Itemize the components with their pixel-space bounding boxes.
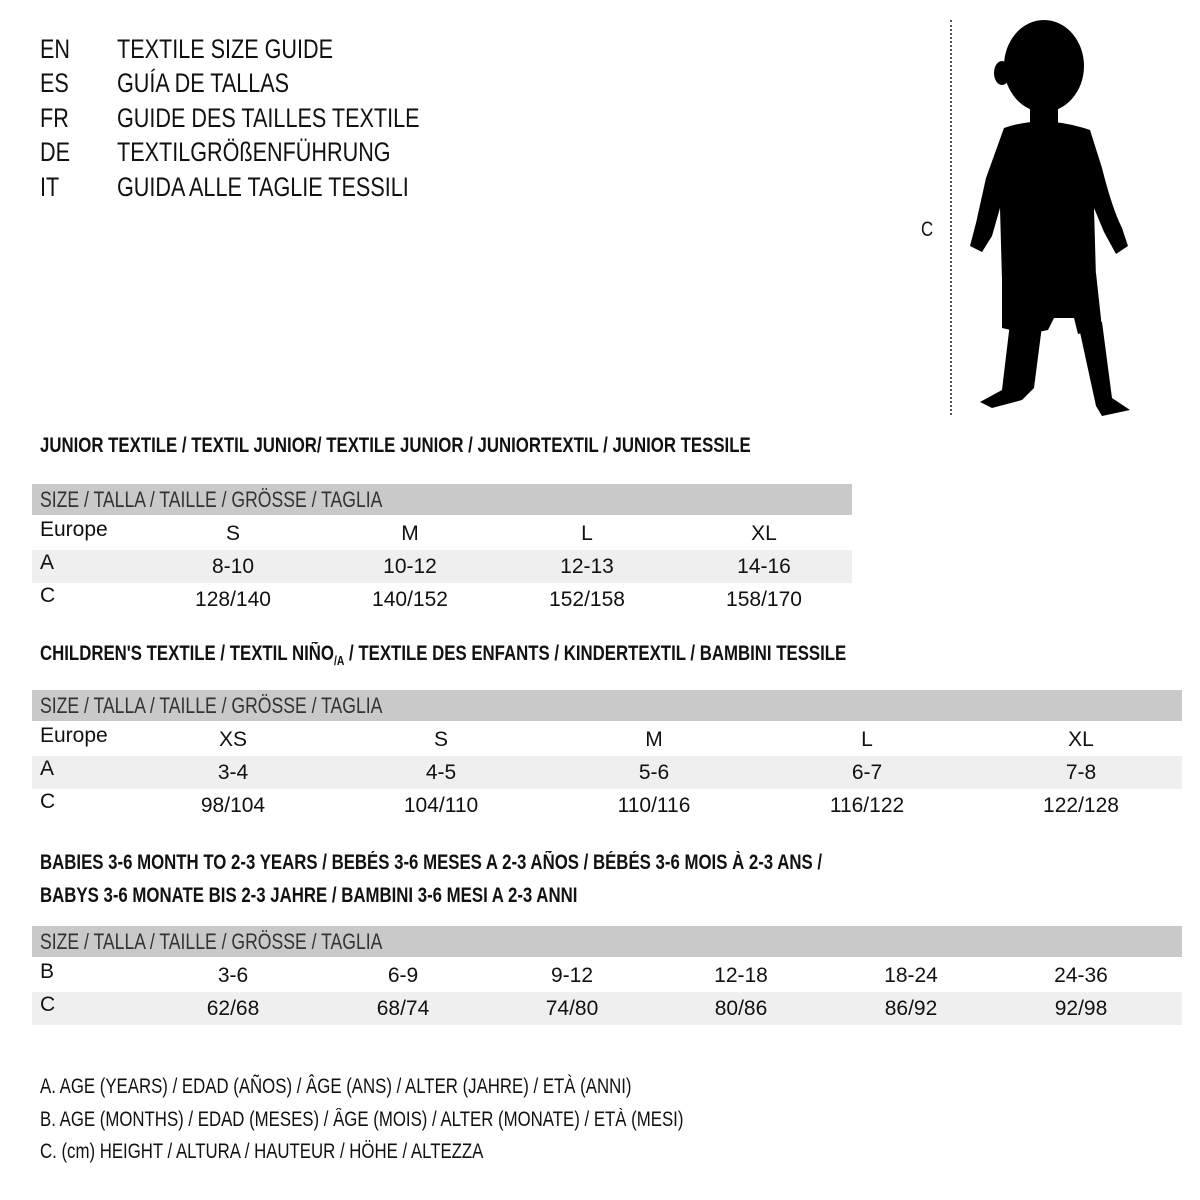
table-row: A 3-4 4-5 5-6 6-7 7-8 bbox=[32, 756, 1182, 789]
table-cell: 7-8 bbox=[1065, 761, 1097, 784]
table-cell: S bbox=[225, 522, 241, 545]
table-cell: 6-7 bbox=[851, 761, 883, 784]
table-cell: 8-10 bbox=[211, 555, 255, 578]
table-cell: 128/140 bbox=[195, 588, 271, 611]
table-cell: XL bbox=[751, 522, 777, 545]
table-cell: 14-16 bbox=[737, 555, 791, 578]
lang-code-de: DE bbox=[40, 137, 71, 167]
table-cell: XS bbox=[218, 728, 248, 751]
height-measure-label: C bbox=[921, 218, 934, 241]
table-cell: 18-24 bbox=[884, 964, 938, 987]
table-cell: 116/122 bbox=[829, 794, 905, 817]
table-row: C 128/140 140/152 152/158 158/170 bbox=[32, 583, 852, 616]
table-cell: L bbox=[581, 522, 593, 545]
table-header: SIZE / TALLA / TAILLE / GRÖSSE / TAGLIA bbox=[32, 926, 1182, 957]
lang-code-es: ES bbox=[40, 68, 69, 98]
title-es: GUÍA DE TALLAS bbox=[117, 68, 290, 98]
table-row: Europe XS S M L XL bbox=[32, 723, 1182, 756]
table-cell: 80/86 bbox=[714, 997, 768, 1020]
title-it: GUIDA ALLE TAGLIE TESSILI bbox=[117, 172, 409, 202]
table-cell: M bbox=[401, 522, 419, 545]
lang-code-it: IT bbox=[40, 172, 60, 202]
babies-heading-line1: BABIES 3-6 MONTH TO 2-3 YEARS / BEBÉS 3-… bbox=[40, 851, 823, 874]
table-cell: 92/98 bbox=[1054, 997, 1108, 1020]
table-cell: 74/80 bbox=[545, 997, 599, 1020]
table-cell: 68/74 bbox=[376, 997, 430, 1020]
row-label: B bbox=[40, 960, 55, 983]
table-row: C 98/104 104/110 110/116 116/122 122/128 bbox=[32, 789, 1182, 822]
row-label: Europe bbox=[40, 518, 108, 541]
child-silhouette-icon bbox=[970, 20, 1130, 416]
table-row: Europe S M L XL bbox=[32, 517, 852, 550]
row-label: C bbox=[40, 790, 56, 813]
table-cell: 24-36 bbox=[1054, 964, 1108, 987]
row-label: A bbox=[40, 551, 55, 574]
legend-a: A. AGE (YEARS) / EDAD (AÑOS) / ÂGE (ANS)… bbox=[40, 1075, 632, 1098]
legend-b: B. AGE (MONTHS) / EDAD (MESES) / ÂGE (MO… bbox=[40, 1108, 684, 1131]
table-cell: L bbox=[861, 728, 873, 751]
lang-code-en: EN bbox=[40, 34, 71, 64]
title-fr: GUIDE DES TAILLES TEXTILE bbox=[117, 103, 420, 133]
babies-size-table: SIZE / TALLA / TAILLE / GRÖSSE / TAGLIA … bbox=[32, 926, 1182, 1025]
junior-size-table: SIZE / TALLA / TAILLE / GRÖSSE / TAGLIA … bbox=[32, 484, 852, 616]
table-row: C 62/68 68/74 74/80 80/86 86/92 92/98 bbox=[32, 992, 1182, 1025]
table-cell: 110/116 bbox=[617, 794, 691, 817]
table-cell: 12-18 bbox=[714, 964, 768, 987]
table-cell: 98/104 bbox=[200, 794, 266, 817]
junior-heading: JUNIOR TEXTILE / TEXTIL JUNIOR/ TEXTILE … bbox=[40, 434, 751, 457]
table-cell: 86/92 bbox=[884, 997, 938, 1020]
height-measure-line bbox=[950, 20, 952, 415]
lang-code-fr: FR bbox=[40, 103, 69, 133]
row-label: C bbox=[40, 584, 56, 607]
table-cell: 10-12 bbox=[383, 555, 437, 578]
row-label: C bbox=[40, 993, 56, 1016]
table-cell: S bbox=[433, 728, 449, 751]
table-cell: 3-4 bbox=[217, 761, 249, 784]
title-de: TEXTILGRÖßENFÜHRUNG bbox=[117, 137, 391, 167]
table-cell: M bbox=[645, 728, 663, 751]
table-cell: 152/158 bbox=[549, 588, 625, 611]
table-cell: 140/152 bbox=[372, 588, 448, 611]
table-cell: 12-13 bbox=[560, 555, 614, 578]
table-cell: 122/128 bbox=[1043, 794, 1119, 817]
row-label: Europe bbox=[40, 724, 108, 747]
children-size-table: SIZE / TALLA / TAILLE / GRÖSSE / TAGLIA … bbox=[32, 690, 1182, 822]
table-cell: 6-9 bbox=[387, 964, 419, 987]
table-header: SIZE / TALLA / TAILLE / GRÖSSE / TAGLIA bbox=[32, 690, 1182, 721]
table-cell: 158/170 bbox=[726, 588, 802, 611]
table-cell: 5-6 bbox=[638, 761, 670, 784]
table-header: SIZE / TALLA / TAILLE / GRÖSSE / TAGLIA bbox=[32, 484, 852, 515]
table-cell: 3-6 bbox=[217, 964, 249, 987]
table-cell: 104/110 bbox=[403, 794, 479, 817]
table-cell: 4-5 bbox=[425, 761, 457, 784]
row-label: A bbox=[40, 757, 55, 780]
table-cell: 9-12 bbox=[550, 964, 594, 987]
table-row: A 8-10 10-12 12-13 14-16 bbox=[32, 550, 852, 583]
legend-c: C. (cm) HEIGHT / ALTURA / HAUTEUR / HÖHE… bbox=[40, 1140, 484, 1163]
table-row: B 3-6 6-9 9-12 12-18 18-24 24-36 bbox=[32, 959, 1182, 992]
table-cell: 62/68 bbox=[206, 997, 260, 1020]
table-cell: XL bbox=[1068, 728, 1094, 751]
title-en: TEXTILE SIZE GUIDE bbox=[117, 34, 334, 64]
babies-heading-line2: BABYS 3-6 MONATE BIS 2-3 JAHRE / BAMBINI… bbox=[40, 884, 578, 907]
children-heading: CHILDREN'S TEXTILE / TEXTIL NIÑO/A / TEX… bbox=[40, 642, 847, 669]
